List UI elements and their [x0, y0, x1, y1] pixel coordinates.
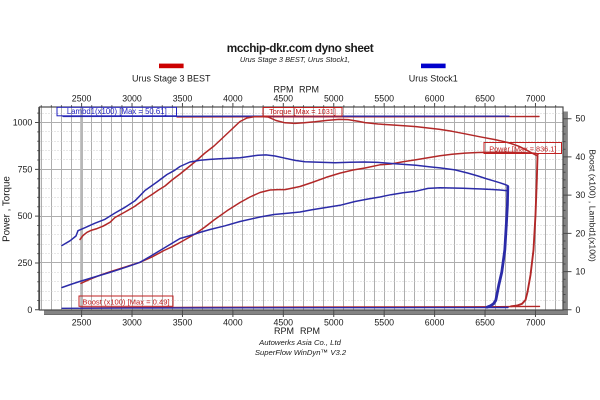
svg-text:Autowerks Asia Co., Ltd: Autowerks Asia Co., Ltd [258, 338, 341, 347]
svg-text:40: 40 [576, 152, 586, 162]
svg-text:RPM: RPM [274, 85, 294, 95]
svg-text:2500: 2500 [72, 318, 92, 328]
svg-text:mcchip-dkr.com dyno sheet: mcchip-dkr.com dyno sheet [227, 41, 374, 55]
svg-text:4000: 4000 [223, 94, 243, 104]
svg-text:4000: 4000 [223, 318, 243, 328]
svg-text:Urus Stock1: Urus Stock1 [409, 74, 458, 84]
svg-text:500: 500 [18, 211, 33, 221]
svg-text:6500: 6500 [475, 94, 495, 104]
svg-text:5000: 5000 [324, 94, 344, 104]
svg-text:4500: 4500 [274, 94, 294, 104]
svg-text:10: 10 [576, 267, 586, 277]
svg-text:3000: 3000 [122, 318, 142, 328]
svg-text:RPM: RPM [274, 326, 294, 336]
svg-text:50: 50 [576, 114, 586, 124]
svg-text:0: 0 [27, 305, 32, 315]
svg-text:RPM: RPM [300, 326, 320, 336]
svg-text:RPM: RPM [299, 85, 319, 95]
svg-text:1000: 1000 [13, 118, 33, 128]
svg-text:3500: 3500 [173, 94, 193, 104]
svg-text:3000: 3000 [122, 94, 142, 104]
svg-text:Boost (x100) [Max = 0.49]: Boost (x100) [Max = 0.49] [82, 297, 169, 306]
svg-text:7000: 7000 [526, 318, 546, 328]
svg-text:6000: 6000 [425, 318, 445, 328]
svg-text:Boost (x100) , Lambd1(x100): Boost (x100) , Lambd1(x100) [588, 149, 598, 262]
svg-text:30: 30 [576, 190, 586, 200]
svg-text:5000: 5000 [324, 318, 344, 328]
svg-text:Power , Torque: Power , Torque [2, 176, 13, 242]
svg-text:6000: 6000 [425, 94, 445, 104]
svg-text:3500: 3500 [173, 318, 193, 328]
svg-text:Torque [Max = 1031]: Torque [Max = 1031] [269, 107, 336, 116]
svg-text:5500: 5500 [374, 94, 394, 104]
svg-text:7000: 7000 [526, 94, 546, 104]
svg-text:4500: 4500 [274, 318, 294, 328]
svg-text:0: 0 [576, 305, 581, 315]
svg-text:6500: 6500 [475, 318, 495, 328]
svg-text:Power [Max = 836.1]: Power [Max = 836.1] [489, 145, 556, 154]
svg-text:Lambd1(x100) [Max = 50.61]: Lambd1(x100) [Max = 50.61] [67, 107, 167, 116]
svg-text:750: 750 [18, 164, 33, 174]
svg-text:5500: 5500 [374, 318, 394, 328]
svg-text:Urus Stage 3 BEST: Urus Stage 3 BEST [132, 74, 211, 84]
svg-text:SuperFlow WinDyn™ V3.2: SuperFlow WinDyn™ V3.2 [255, 348, 347, 357]
svg-text:2500: 2500 [72, 94, 92, 104]
svg-text:20: 20 [576, 228, 586, 238]
svg-text:250: 250 [18, 258, 33, 268]
svg-text:Urus Stage 3 BEST, Urus Stock1: Urus Stage 3 BEST, Urus Stock1, [240, 55, 350, 64]
